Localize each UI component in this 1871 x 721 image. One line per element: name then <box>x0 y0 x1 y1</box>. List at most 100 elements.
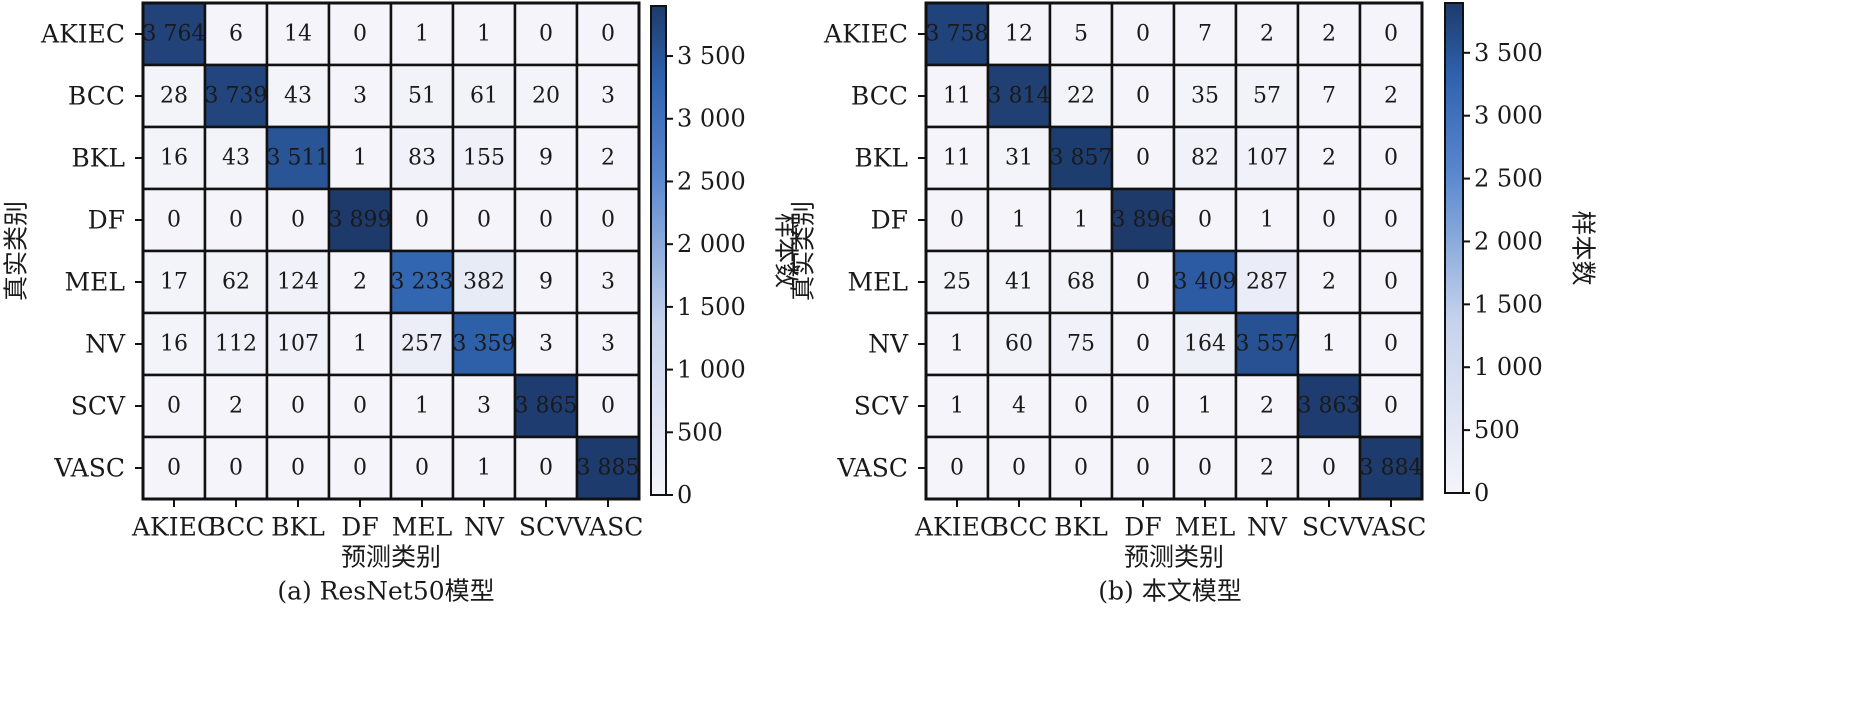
heatmap-cell <box>1172 249 1238 315</box>
cell-value-label: 155 <box>463 146 505 171</box>
cell-value-label: 3 758 <box>926 22 989 47</box>
cell-value-label: 7 <box>1198 22 1212 47</box>
colorbar-tick-label: 2 000 <box>677 230 746 258</box>
cell-value-label: 0 <box>1384 394 1398 419</box>
x-tick-label: DF <box>1124 513 1161 542</box>
cell-value-label: 0 <box>1136 270 1150 295</box>
heatmap-cell <box>389 125 455 191</box>
cell-value-label: 11 <box>943 146 971 171</box>
cell-value-label: 1 <box>1260 208 1274 233</box>
cell-value-label: 112 <box>215 332 257 357</box>
x-tick-label: MEL <box>392 513 452 542</box>
x-tick-label: BCC <box>207 513 264 542</box>
cell-value-label: 17 <box>160 270 188 295</box>
cell-value-label: 68 <box>1067 270 1095 295</box>
cell-value-label: 6 <box>229 22 243 47</box>
cell-value-label: 2 <box>353 270 367 295</box>
heatmap-cell <box>575 63 641 129</box>
y-tick-label: DF <box>88 206 125 235</box>
cell-value-label: 0 <box>1322 208 1336 233</box>
cell-value-label: 4 <box>1012 394 1026 419</box>
cell-value-label: 28 <box>160 84 188 109</box>
cell-value-label: 5 <box>1074 22 1088 47</box>
cell-value-label: 0 <box>353 22 367 47</box>
heatmap-cell <box>1358 125 1424 191</box>
heatmap-cell <box>389 311 455 377</box>
y-tick-label: AKIEC <box>823 20 908 49</box>
cell-value-label: 0 <box>539 456 553 481</box>
cell-value-label: 0 <box>1012 456 1026 481</box>
cell-value-label: 124 <box>277 270 319 295</box>
cell-value-label: 1 <box>415 394 429 419</box>
cell-value-label: 0 <box>229 456 243 481</box>
x-tick-label: AKIEC <box>131 513 216 542</box>
colorbar-tick-label: 1 000 <box>1474 353 1543 381</box>
cell-value-label: 31 <box>1005 146 1033 171</box>
cell-value-label: 12 <box>1005 22 1033 47</box>
cell-value-label: 0 <box>539 208 553 233</box>
cell-value-label: 7 <box>1322 84 1336 109</box>
cell-value-label: 0 <box>1136 394 1150 419</box>
cell-value-label: 3 739 <box>205 84 268 109</box>
y-tick-label: SCV <box>71 392 126 421</box>
heatmap-cell <box>986 187 1052 253</box>
y-tick-label: VASC <box>836 454 908 483</box>
y-tick-label: NV <box>85 330 126 359</box>
cell-value-label: 1 <box>950 394 964 419</box>
cell-value-label: 257 <box>401 332 443 357</box>
cell-value-label: 0 <box>950 456 964 481</box>
y-tick-label: BKL <box>71 144 125 173</box>
heatmap-cell <box>389 187 455 253</box>
cell-value-label: 1 <box>477 456 491 481</box>
cell-value-label: 0 <box>167 208 181 233</box>
cell-value-label: 0 <box>1322 456 1336 481</box>
cell-value-label: 83 <box>408 146 436 171</box>
cell-value-label: 3 511 <box>267 146 330 171</box>
x-tick-label: SCV <box>1302 513 1357 542</box>
cell-value-label: 0 <box>601 208 615 233</box>
cell-value-label: 0 <box>167 394 181 419</box>
y-axis-title: 真实类别 <box>789 201 818 301</box>
cell-value-label: 3 233 <box>391 270 454 295</box>
cell-value-label: 2 <box>1322 270 1336 295</box>
heatmap-cell <box>986 435 1052 501</box>
cell-value-label: 0 <box>1136 22 1150 47</box>
cell-value-label: 0 <box>415 208 429 233</box>
cell-value-label: 0 <box>229 208 243 233</box>
cell-value-label: 0 <box>1136 146 1150 171</box>
cell-value-label: 3 764 <box>143 22 206 47</box>
cell-value-label: 0 <box>1384 146 1398 171</box>
cell-value-label: 107 <box>277 332 319 357</box>
heatmap-cell <box>575 1 641 67</box>
heatmap-cell <box>1048 125 1114 191</box>
heatmap-cell <box>1172 373 1238 439</box>
y-axis-title: 真实类别 <box>2 201 31 301</box>
cell-value-label: 0 <box>291 394 305 419</box>
heatmap-cell <box>203 373 269 439</box>
cell-value-label: 1 <box>353 146 367 171</box>
cell-value-label: 75 <box>1067 332 1095 357</box>
heatmap-cell <box>575 373 641 439</box>
x-tick-label: NV <box>464 513 505 542</box>
heatmap-cell <box>451 311 517 377</box>
x-tick-label: NV <box>1247 513 1288 542</box>
colorbar-tick-label: 3 500 <box>1474 39 1543 67</box>
colorbar-tick-label: 0 <box>677 481 692 509</box>
colorbar-tick-label: 3 000 <box>677 105 746 133</box>
cell-value-label: 3 <box>539 332 553 357</box>
heatmap-cell <box>1296 435 1362 501</box>
cell-value-label: 0 <box>1384 22 1398 47</box>
cell-value-label: 3 <box>353 84 367 109</box>
heatmap-cell <box>1358 249 1424 315</box>
cell-value-label: 0 <box>601 22 615 47</box>
cell-value-label: 2 <box>601 146 615 171</box>
colorbar-tick-label: 1 000 <box>677 356 746 384</box>
cell-value-label: 22 <box>1067 84 1095 109</box>
heatmap-cell <box>451 125 517 191</box>
cell-value-label: 0 <box>353 394 367 419</box>
cell-value-label: 1 <box>1012 208 1026 233</box>
cell-value-label: 2 <box>1322 146 1336 171</box>
cell-value-label: 1 <box>477 22 491 47</box>
y-tick-label: NV <box>868 330 909 359</box>
heatmap-cell <box>451 373 517 439</box>
